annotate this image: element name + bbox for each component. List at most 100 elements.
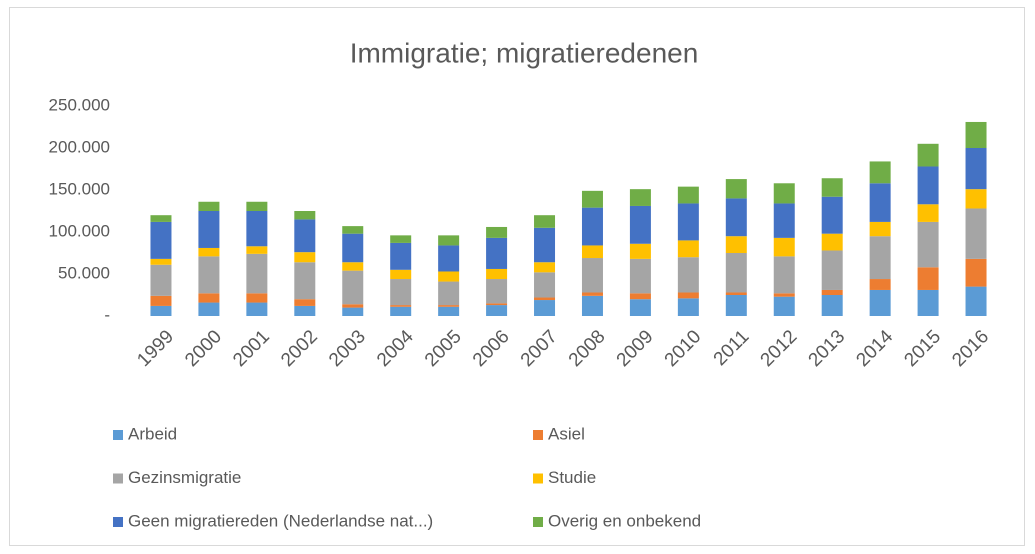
bar-segment — [629, 189, 651, 206]
bar-segment — [869, 221, 891, 237]
bar-segment — [438, 235, 460, 246]
bar-segment — [581, 207, 603, 246]
bar-segment — [390, 279, 412, 306]
bar-segment — [965, 286, 987, 316]
bar-segment — [581, 258, 603, 293]
bar-segment — [869, 279, 891, 290]
y-tick-label: 50.000 — [58, 263, 110, 282]
bar-segment — [534, 262, 556, 273]
bar-segment — [677, 203, 699, 241]
bar-segment — [869, 289, 891, 316]
bar-segment — [342, 233, 364, 263]
bar-segment — [390, 305, 412, 307]
bar-segment — [486, 226, 508, 238]
bar-segment — [438, 305, 460, 307]
bar-segment — [294, 252, 316, 263]
bar-segment — [342, 270, 364, 305]
bar-segment — [294, 211, 316, 220]
bar-segment — [821, 196, 843, 234]
bar-segment — [581, 245, 603, 259]
bar-segment — [198, 256, 220, 294]
bar-segment — [677, 292, 699, 299]
bar-segment — [773, 183, 795, 204]
bar-segment — [965, 258, 987, 287]
bar-segment — [917, 166, 939, 205]
bar-segment — [438, 271, 460, 282]
bar-segment — [725, 253, 747, 293]
bar-segment — [438, 245, 460, 272]
bar-segment — [198, 201, 220, 211]
legend-label: Studie — [548, 468, 596, 487]
legend-label: Geen migratiereden (Nederlandse nat...) — [128, 511, 433, 530]
bar-segment — [869, 236, 891, 280]
bar-segment — [725, 292, 747, 295]
bar-segment — [581, 295, 603, 316]
bar-segment — [198, 302, 220, 316]
bar-segment — [246, 201, 268, 211]
bar-segment — [246, 211, 268, 247]
bar-segment — [677, 298, 699, 316]
bar-segment — [581, 190, 603, 208]
bar-segment — [198, 247, 220, 257]
bar-segment — [438, 281, 460, 306]
chart-title: Immigratie; migratieredenen — [350, 37, 699, 68]
legend-swatch — [113, 517, 123, 527]
bar-segment — [198, 211, 220, 248]
bar-segment — [725, 179, 747, 199]
bar-segment — [773, 203, 795, 238]
bar-segment — [342, 307, 364, 316]
bar-segment — [965, 148, 987, 190]
bar-segment — [246, 302, 268, 316]
y-tick-label: 150.000 — [49, 179, 110, 198]
bar-segment — [150, 264, 172, 296]
bar-segment — [773, 296, 795, 316]
y-tick-label: 100.000 — [49, 221, 110, 240]
bar-segment — [246, 253, 268, 294]
bar-segment — [534, 300, 556, 316]
bar-segment — [725, 198, 747, 237]
bar-segment — [342, 262, 364, 271]
bar-segment — [150, 295, 172, 306]
bar-segment — [486, 303, 508, 306]
bar-segment — [294, 262, 316, 300]
bar-segment — [438, 306, 460, 316]
bar-segment — [486, 305, 508, 316]
bar-segment — [294, 305, 316, 316]
bar-segment — [629, 293, 651, 300]
bar-segment — [150, 258, 172, 265]
bar-segment — [773, 237, 795, 257]
bar-segment — [821, 250, 843, 290]
bar-segment — [629, 243, 651, 259]
chart-border — [9, 7, 1025, 546]
bar-segment — [917, 267, 939, 290]
bar-segment — [486, 268, 508, 280]
bar-segment — [725, 295, 747, 316]
bar-segment — [198, 293, 220, 303]
legend-swatch — [113, 430, 123, 440]
legend-swatch — [533, 473, 543, 484]
bar-segment — [246, 246, 268, 254]
bar-segment — [773, 256, 795, 294]
bar-segment — [917, 221, 939, 268]
y-tick-label: 250.000 — [49, 95, 110, 114]
legend-swatch — [533, 517, 543, 527]
y-tick-label: - — [104, 305, 110, 324]
legend-label: Overig en onbekend — [548, 511, 701, 530]
bar-segment — [534, 215, 556, 228]
legend-swatch — [113, 473, 123, 484]
bar-segment — [390, 306, 412, 316]
bar-segment — [869, 161, 891, 184]
bar-segment — [821, 295, 843, 316]
bar-segment — [150, 305, 172, 316]
bar-segment — [342, 226, 364, 234]
bar-segment — [725, 236, 747, 253]
bar-segment — [917, 143, 939, 167]
bar-segment — [629, 299, 651, 316]
bar-segment — [294, 219, 316, 253]
bar-segment — [773, 293, 795, 297]
legend-swatch — [533, 430, 543, 440]
y-tick-label: 200.000 — [49, 137, 110, 156]
bar-segment — [677, 257, 699, 293]
bar-segment — [677, 240, 699, 258]
